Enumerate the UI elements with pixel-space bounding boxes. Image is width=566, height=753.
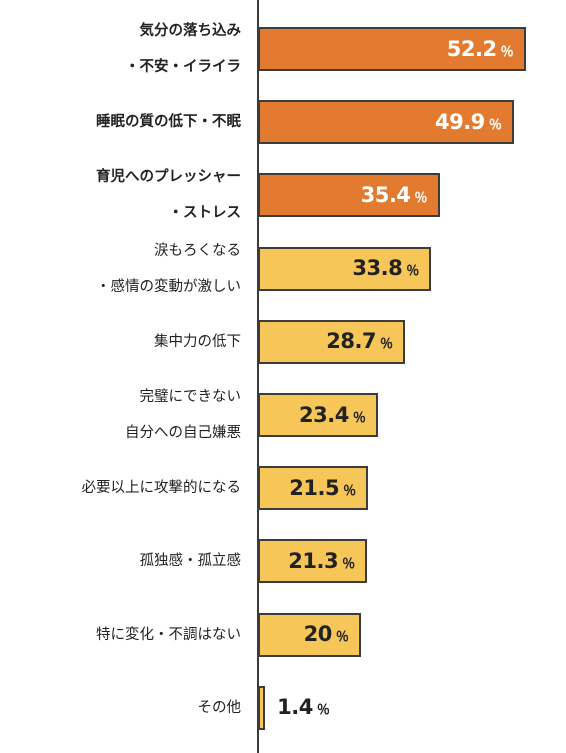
value-label-4: 28.7 ％ [326, 331, 393, 352]
category-label-3: 涙もろくなる・感情の変動が激しい [96, 233, 241, 305]
value-unit: ％ [488, 117, 502, 133]
bar-8 [258, 612, 361, 657]
value-label-3: 33.8 ％ [352, 258, 419, 279]
axis-line [257, 0, 259, 753]
bar-9 [258, 685, 266, 730]
bar-4 [258, 319, 406, 364]
value-label-9: 1.4 ％ [277, 697, 330, 718]
category-label-line: ・感情の変動が激しい [96, 278, 241, 295]
value-unit: ％ [406, 264, 420, 280]
category-label-line: 孤独感・孤立感 [139, 553, 242, 570]
value-unit: ％ [414, 190, 428, 206]
bar-1 [258, 100, 514, 145]
value-unit: ％ [335, 630, 349, 646]
bar-7 [258, 539, 368, 584]
value-number: 33.8 [352, 256, 403, 281]
category-label-line: 気分の落ち込み [139, 23, 242, 39]
category-label-line: 育児へのプレッシャー [96, 169, 241, 186]
category-label-line: 必要以上に攻撃的になる [81, 480, 242, 497]
category-label-0: 気分の落ち込み・不安・イライラ [125, 13, 241, 85]
value-unit: ％ [343, 483, 357, 499]
value-label-6: 21.5 ％ [289, 475, 357, 500]
category-label-5: 完璧にできない自分への自己嫌悪 [125, 379, 241, 451]
value-label-1: 49.9 ％ [434, 109, 502, 134]
value-unit: ％ [380, 337, 394, 353]
value-label-7: 21.3 ％ [288, 548, 356, 573]
value-unit: ％ [352, 410, 366, 426]
bar-0 [258, 27, 526, 71]
value-number: 21.5 [289, 475, 340, 500]
category-label-line: 特に変化・不調はない [96, 626, 241, 643]
value-number: 35.4 [360, 182, 411, 207]
category-label-1: 睡眠の質の低下・不眠 [96, 104, 241, 140]
bar-2 [258, 173, 440, 218]
value-label-8: 20 ％ [304, 624, 349, 645]
value-unit: ％ [316, 703, 330, 719]
value-unit: ％ [342, 556, 356, 572]
value-number: 21.3 [288, 548, 339, 573]
category-label-2: 育児へのプレッシャー・ストレス [96, 159, 241, 231]
value-label-0: 52.2 ％ [446, 36, 514, 61]
category-label-line: 集中力の低下 [154, 333, 241, 350]
category-label-line: その他 [197, 699, 242, 716]
category-label-9: その他 [198, 690, 242, 726]
category-label-line: ・不安・イライラ [125, 59, 241, 75]
value-unit: ％ [500, 44, 514, 60]
value-label-5: 23.4 ％ [299, 402, 366, 427]
category-label-7: 孤独感・孤立感 [140, 543, 242, 579]
category-label-line: ・ストレス [168, 205, 242, 222]
value-number: 28.7 [326, 329, 377, 354]
category-label-line: 睡眠の質の低下・不眠 [96, 114, 241, 131]
category-label-line: 自分への自己嫌悪 [125, 425, 241, 441]
value-number: 49.9 [434, 109, 485, 134]
bar-6 [258, 466, 369, 511]
value-number: 20 [303, 622, 333, 647]
category-label-line: 完璧にできない [139, 389, 242, 405]
value-number: 52.2 [446, 36, 497, 61]
value-label-2: 35.4 ％ [360, 182, 428, 207]
value-number: 1.4 [277, 695, 313, 720]
value-number: 23.4 [299, 402, 349, 427]
bar-3 [258, 246, 432, 291]
category-label-line: 涙もろくなる [154, 242, 241, 259]
category-label-4: 集中力の低下 [154, 324, 241, 360]
bar-5 [258, 393, 379, 437]
category-label-8: 特に変化・不調はない [96, 617, 241, 653]
category-label-6: 必要以上に攻撃的になる [82, 470, 242, 506]
